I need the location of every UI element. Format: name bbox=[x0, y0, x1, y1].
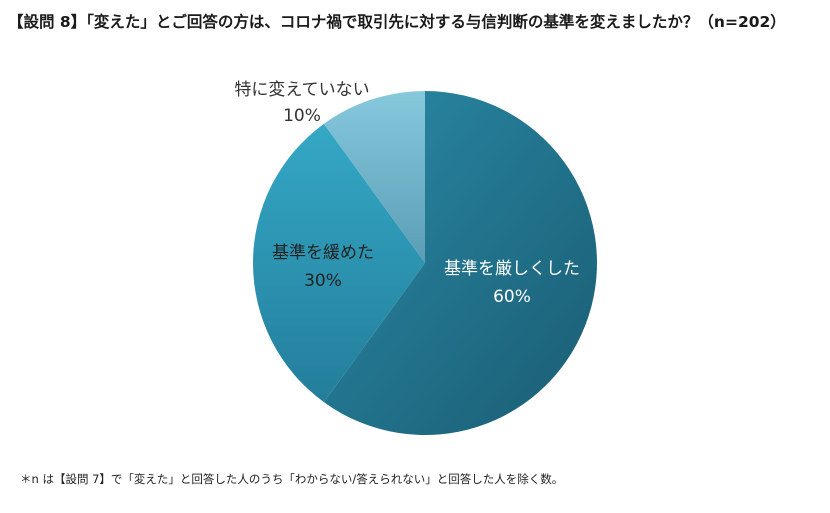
slice-label-2: 基準を緩めた bbox=[272, 243, 374, 263]
chart-title: 【設問 8】「変えた」とご回答の方は、コロナ禍で取引先に対する与信判断の基準を変… bbox=[8, 13, 786, 31]
slice-value-1: 60% bbox=[493, 287, 531, 307]
pie-slice-2 bbox=[253, 123, 425, 403]
footnote: ＊n は【設問 7】で「変えた」と回答した人のうち「わからない/答えられない」と… bbox=[20, 472, 564, 486]
pie-slice-3 bbox=[323, 91, 425, 263]
pie-slice-1 bbox=[323, 91, 598, 435]
slice-label-1: 基準を厳しくした bbox=[444, 259, 580, 279]
slice-value-3: 10% bbox=[283, 106, 321, 126]
slice-label-3: 特に変えていない bbox=[234, 80, 369, 100]
pie-labels: 基準を厳しくした 60% 基準を緩めた 30% 特に変えていない 10% bbox=[234, 80, 580, 307]
slice-value-2: 30% bbox=[304, 271, 342, 291]
pie-slices bbox=[253, 91, 598, 435]
